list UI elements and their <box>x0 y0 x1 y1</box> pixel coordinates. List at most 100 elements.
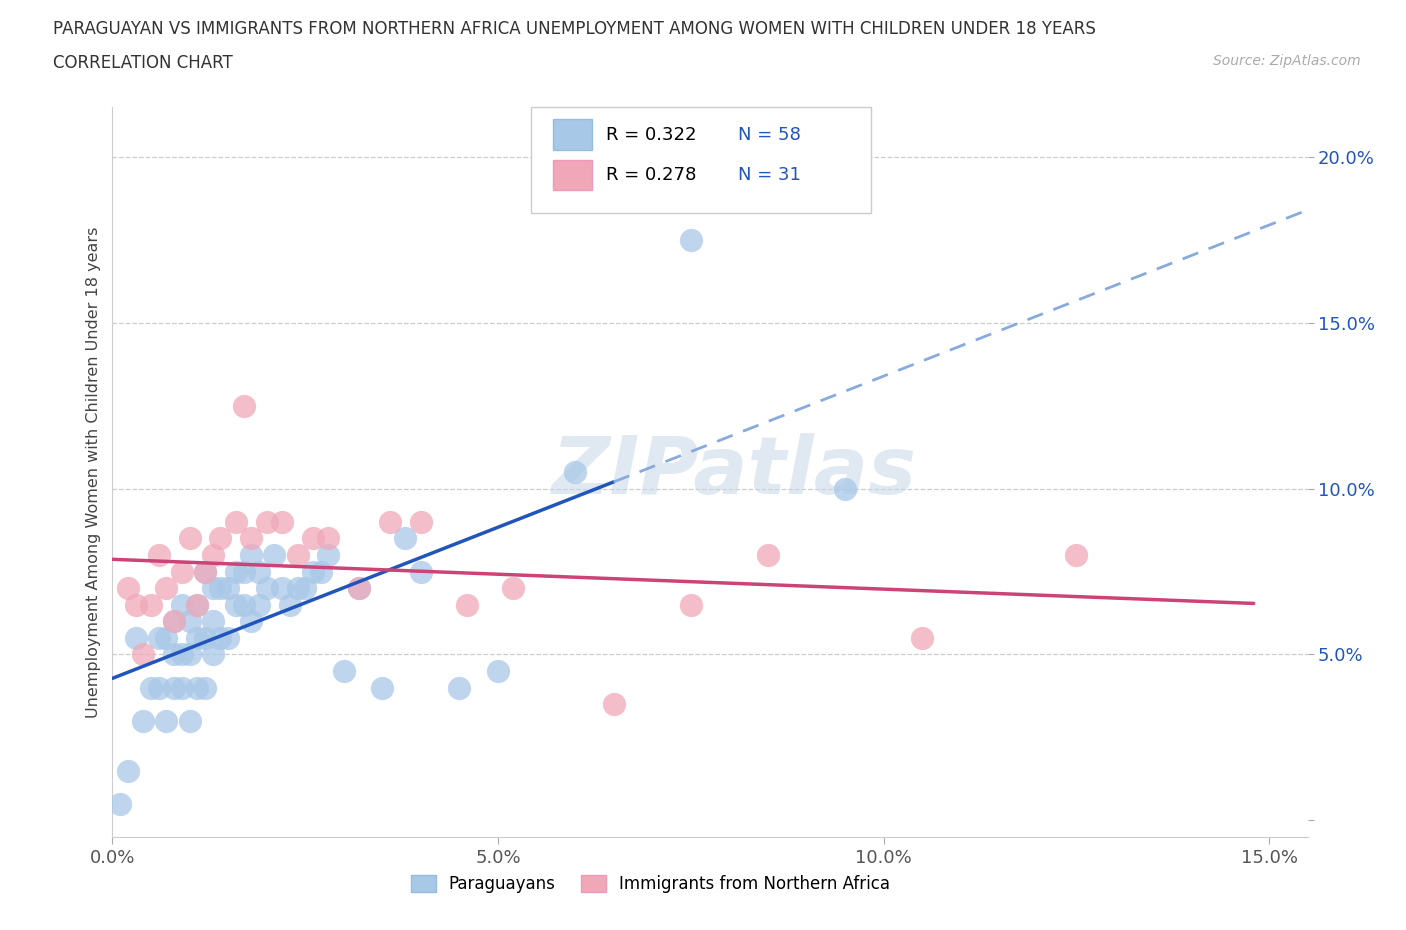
Point <box>163 614 186 629</box>
Point <box>333 664 356 679</box>
Text: R = 0.322: R = 0.322 <box>606 126 696 144</box>
Point <box>278 597 301 612</box>
Point <box>232 398 254 413</box>
Point <box>394 531 416 546</box>
Text: N = 58: N = 58 <box>738 126 800 144</box>
Point <box>409 514 432 529</box>
Text: R = 0.278: R = 0.278 <box>606 166 696 184</box>
Point <box>170 597 193 612</box>
Point <box>209 580 232 595</box>
Point <box>456 597 478 612</box>
Point <box>201 548 224 563</box>
Point <box>486 664 509 679</box>
Point <box>117 580 139 595</box>
Point <box>201 647 224 662</box>
Point <box>155 580 177 595</box>
Point <box>186 631 208 645</box>
Point <box>256 514 278 529</box>
Point <box>309 565 332 579</box>
Point <box>256 580 278 595</box>
Point <box>132 647 155 662</box>
Point <box>287 548 309 563</box>
Point <box>179 647 201 662</box>
Point <box>271 580 294 595</box>
Point <box>225 565 247 579</box>
Point <box>378 514 401 529</box>
Point <box>247 565 270 579</box>
Point <box>1064 548 1087 563</box>
Y-axis label: Unemployment Among Women with Children Under 18 years: Unemployment Among Women with Children U… <box>86 226 101 718</box>
Point <box>232 597 254 612</box>
Point <box>170 565 193 579</box>
Point <box>302 531 325 546</box>
Point <box>294 580 316 595</box>
Point <box>225 597 247 612</box>
Point <box>155 713 177 728</box>
Point <box>318 548 340 563</box>
Point <box>117 764 139 778</box>
Point <box>201 580 224 595</box>
Point <box>163 680 186 695</box>
Point <box>170 680 193 695</box>
Point <box>302 565 325 579</box>
Point <box>179 713 201 728</box>
Point <box>240 531 263 546</box>
Point <box>179 614 201 629</box>
Point <box>209 631 232 645</box>
Point <box>409 565 432 579</box>
Point <box>186 597 208 612</box>
Text: N = 31: N = 31 <box>738 166 800 184</box>
Point <box>679 597 702 612</box>
Point <box>186 597 208 612</box>
Point <box>271 514 294 529</box>
Point <box>163 614 186 629</box>
Point <box>179 531 201 546</box>
Point <box>502 580 524 595</box>
Point <box>201 614 224 629</box>
Point <box>194 565 217 579</box>
Point <box>163 647 186 662</box>
FancyBboxPatch shape <box>554 119 592 150</box>
Point <box>108 796 131 811</box>
Point <box>124 631 146 645</box>
Point <box>209 531 232 546</box>
Point <box>124 597 146 612</box>
Text: PARAGUAYAN VS IMMIGRANTS FROM NORTHERN AFRICA UNEMPLOYMENT AMONG WOMEN WITH CHIL: PARAGUAYAN VS IMMIGRANTS FROM NORTHERN A… <box>53 20 1097 38</box>
Point <box>148 548 170 563</box>
Point <box>449 680 471 695</box>
Point <box>217 580 239 595</box>
Point <box>679 232 702 247</box>
Point <box>263 548 285 563</box>
Point <box>194 680 217 695</box>
Point <box>602 697 624 711</box>
Point <box>170 647 193 662</box>
Point <box>564 465 586 480</box>
FancyBboxPatch shape <box>531 107 872 213</box>
Point <box>347 580 370 595</box>
Point <box>232 565 254 579</box>
Point <box>347 580 370 595</box>
Point <box>834 481 856 496</box>
Point <box>186 680 208 695</box>
Point <box>247 597 270 612</box>
Point <box>318 531 340 546</box>
Point <box>132 713 155 728</box>
Text: ZIPatlas: ZIPatlas <box>551 433 917 511</box>
Point <box>217 631 239 645</box>
Point <box>148 680 170 695</box>
Point <box>148 631 170 645</box>
Point <box>240 548 263 563</box>
FancyBboxPatch shape <box>554 160 592 190</box>
Point <box>240 614 263 629</box>
Point <box>139 680 162 695</box>
Point <box>194 565 217 579</box>
Point <box>139 597 162 612</box>
Point <box>911 631 934 645</box>
Point <box>225 514 247 529</box>
Point <box>194 631 217 645</box>
Point <box>371 680 394 695</box>
Point <box>287 580 309 595</box>
Text: Source: ZipAtlas.com: Source: ZipAtlas.com <box>1213 54 1361 68</box>
Text: CORRELATION CHART: CORRELATION CHART <box>53 54 233 72</box>
Legend: Paraguayans, Immigrants from Northern Africa: Paraguayans, Immigrants from Northern Af… <box>411 875 890 893</box>
